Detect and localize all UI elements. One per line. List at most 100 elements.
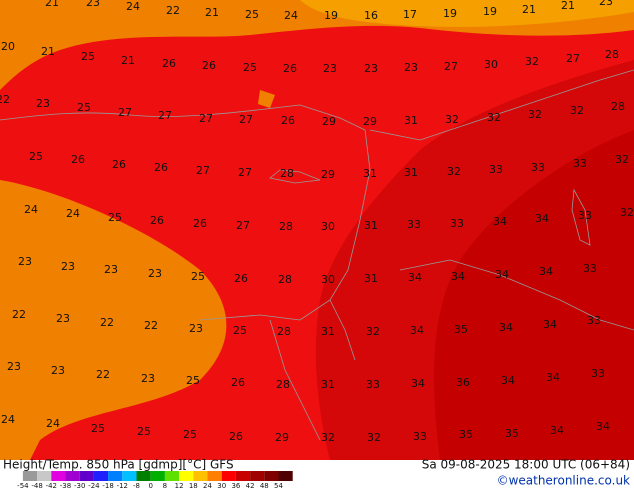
temperature-label: 26 xyxy=(162,57,176,70)
temperature-label: 21 xyxy=(561,0,575,12)
footer-title: Height/Temp. 850 hPa [gdmp][°C] GFS xyxy=(3,458,234,472)
temperature-label: 28 xyxy=(276,378,290,391)
temperature-label: 22 xyxy=(100,316,114,329)
temperature-label: 24 xyxy=(66,207,80,220)
temperature-label: 27 xyxy=(239,113,253,126)
temperature-label: 23 xyxy=(104,263,118,276)
temperature-label: 25 xyxy=(245,8,259,21)
temperature-label: 25 xyxy=(108,211,122,224)
temperature-label: 28 xyxy=(279,220,293,233)
temperature-label: 25 xyxy=(77,101,91,114)
temperature-label: 31 xyxy=(404,166,418,179)
temperature-label: 27 xyxy=(118,106,132,119)
temperature-label: 23 xyxy=(36,97,50,110)
temperature-label: 33 xyxy=(583,262,597,275)
temperature-label: 23 xyxy=(404,61,418,74)
temperature-label: 27 xyxy=(566,52,580,65)
colorbar-segment xyxy=(108,471,123,481)
temperature-label: 33 xyxy=(489,163,503,176)
colorbar-segment xyxy=(136,471,151,481)
temperature-label: 32 xyxy=(528,108,542,121)
temperature-label: 31 xyxy=(321,378,335,391)
colorbar-tick-label: 54 xyxy=(274,482,283,490)
temperature-label: 32 xyxy=(366,325,380,338)
temperature-label: 23 xyxy=(56,312,70,325)
temperature-label: 29 xyxy=(363,115,377,128)
colorbar-segment xyxy=(264,471,279,481)
temperature-label: 27 xyxy=(236,219,250,232)
temperature-label: 22 xyxy=(12,308,26,321)
temperature-label: 33 xyxy=(573,157,587,170)
temperature-label: 33 xyxy=(587,314,601,327)
temperature-label: 33 xyxy=(407,218,421,231)
temperature-label: 25 xyxy=(29,150,43,163)
temperature-label: 27 xyxy=(444,60,458,73)
temperature-label: 28 xyxy=(605,48,619,61)
temperature-label: 32 xyxy=(525,55,539,68)
colorbar-segment xyxy=(221,471,236,481)
temperature-label: 24 xyxy=(24,203,38,216)
temperature-label: 26 xyxy=(231,376,245,389)
temperature-label: 29 xyxy=(321,168,335,181)
temperature-label: 22 xyxy=(144,319,158,332)
colorbar-tick-label: -38 xyxy=(60,482,71,490)
colorbar: -54 -48 -42 -38 -30 -24 -18 -12 -8 0 8 12 18 24 30 36 42… xyxy=(17,471,293,490)
footer-time: Sa 09-08-2025 18:00 UTC (06+84) xyxy=(422,458,630,472)
colorbar-tick-label: -30 xyxy=(74,482,85,490)
temperature-label: 26 xyxy=(202,59,216,72)
colorbar-tick-label: 48 xyxy=(260,482,269,490)
temperature-label: 23 xyxy=(148,267,162,280)
temperature-label: 25 xyxy=(191,270,205,283)
colorbar-segment xyxy=(122,471,137,481)
colorbar-segment xyxy=(150,471,165,481)
temperature-label: 30 xyxy=(321,220,335,233)
temperature-label: 34 xyxy=(499,321,513,334)
colorbar-segment xyxy=(79,471,94,481)
temperature-label: 19 xyxy=(483,5,497,18)
temperature-label: 35 xyxy=(454,323,468,336)
temperature-label: 31 xyxy=(364,219,378,232)
colorbar-segment xyxy=(207,471,222,481)
temperature-label: 28 xyxy=(611,100,625,113)
temperature-label: 22 xyxy=(0,93,10,106)
temperature-label: 23 xyxy=(7,360,21,373)
temperature-label: 23 xyxy=(323,62,337,75)
temperature-label: 33 xyxy=(591,367,605,380)
temperature-label: 21 xyxy=(205,6,219,19)
temperature-label: 25 xyxy=(91,422,105,435)
colorbar-segment xyxy=(22,471,38,481)
temperature-label: 32 xyxy=(615,153,629,166)
map-background xyxy=(0,0,634,460)
colorbar-tick-label: 0 xyxy=(148,482,152,490)
temperature-label: 17 xyxy=(403,8,417,21)
colorbar-segment xyxy=(51,471,66,481)
temperature-label: 28 xyxy=(277,325,291,338)
colorbar-segment xyxy=(278,471,293,481)
temperature-label: 34 xyxy=(596,420,610,433)
temperature-label: 27 xyxy=(199,112,213,125)
temperature-label: 23 xyxy=(189,322,203,335)
temperature-label: 34 xyxy=(550,424,564,437)
temperature-label: 25 xyxy=(243,61,257,74)
temperature-label: 22 xyxy=(96,368,110,381)
temperature-label: 34 xyxy=(546,371,560,384)
temperature-label: 26 xyxy=(112,158,126,171)
temperature-label: 26 xyxy=(283,62,297,75)
temperature-label: 16 xyxy=(364,9,378,22)
colorbar-segment xyxy=(93,471,109,481)
temperature-label: 28 xyxy=(280,167,294,180)
temperature-label: 32 xyxy=(321,431,335,444)
temperature-label: 32 xyxy=(445,113,459,126)
temperature-label: 31 xyxy=(364,272,378,285)
temperature-label: 23 xyxy=(51,364,65,377)
temperature-label: 29 xyxy=(275,431,289,444)
colorbar-segment xyxy=(250,471,265,481)
colorbar-tick-label: -48 xyxy=(31,482,42,490)
colorbar-tick-label: -12 xyxy=(117,482,128,490)
colorbar-segment xyxy=(65,471,80,481)
temperature-label: 34 xyxy=(539,265,553,278)
colorbar-tick-label: -8 xyxy=(133,482,140,490)
temperature-label: 32 xyxy=(367,431,381,444)
temperature-label: 26 xyxy=(234,272,248,285)
temperature-label: 34 xyxy=(408,271,422,284)
